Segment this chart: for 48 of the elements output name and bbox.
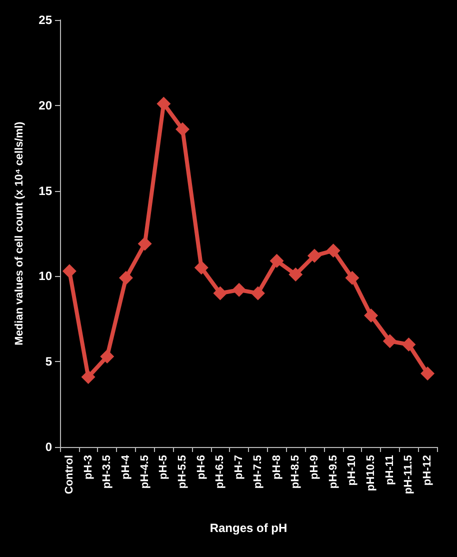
y-tick-label: 0 [45,440,52,454]
y-tick-label: 25 [38,13,52,27]
x-tick-label: pH-6.5 [214,455,226,489]
x-tick-label: pH-7 [233,455,246,480]
point [307,248,322,263]
y-tick-label: 10 [38,269,52,284]
y-tick-label: 20 [38,98,52,112]
x-tick-label: pH-3 [82,455,94,480]
point [288,267,303,282]
point [194,260,208,275]
point [250,286,265,300]
point [420,366,435,381]
x-tick-label: pH-5 [158,455,170,480]
x-tick-label: pH-8 [270,455,283,480]
point [118,270,133,285]
point [156,96,171,111]
point [62,264,76,278]
x-tick-label: pH-6 [195,455,208,480]
point [270,254,284,268]
point [232,282,246,297]
x-tick-label: pH10.5 [365,455,378,492]
point [382,334,397,348]
x-tick-label: pH-5.5 [176,455,189,489]
point [213,286,228,300]
x-tick-label: pH-7.5 [252,455,264,489]
x-tick-label: Control [63,455,76,494]
x-tick-label: pH-9 [308,455,320,480]
point [326,244,340,258]
x-tick-label: pH-4.5 [138,455,151,489]
point [138,236,152,251]
x-tick-label: pH-12 [422,455,434,486]
point [100,349,114,364]
x-axis-title: Ranges of pH [210,521,288,535]
x-tick-label: pH-8.5 [290,455,302,489]
x-tick-label: pH-4 [120,454,132,480]
y-tick-label: 5 [45,354,52,369]
y-tick-label: 15 [38,184,52,198]
x-tick-label: pH-3.5 [101,455,114,489]
point [345,270,360,285]
point [364,308,378,322]
x-tick-label: pH-9.5 [327,455,340,489]
x-tick-label: pH-10 [346,455,358,486]
x-tick-label: pH-11 [384,455,396,485]
point [402,338,416,352]
point [81,370,96,384]
point [176,122,190,136]
x-tick-label: pH-11.5 [402,455,415,494]
y-axis-title: Median values of cell count (x 10⁴ cells/ml) [14,121,26,346]
